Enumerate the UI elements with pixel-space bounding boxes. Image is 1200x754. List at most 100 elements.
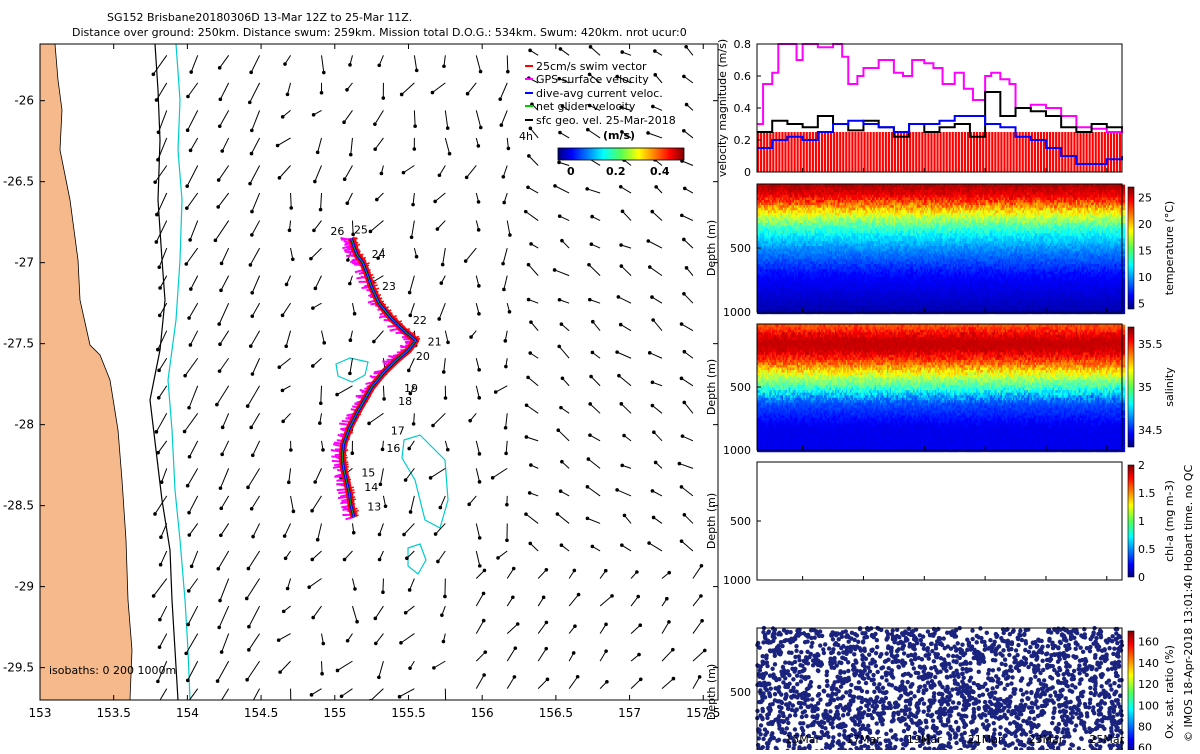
velocity-vector-head	[433, 200, 437, 204]
swim-speed-bar	[879, 132, 881, 172]
swim-speed-bar	[952, 132, 954, 172]
velocity-vector-head	[188, 455, 192, 459]
velocity-vector	[311, 248, 322, 259]
velocity-vector-head	[573, 624, 577, 628]
velocity-vector-head	[525, 403, 529, 407]
velocity-vector-head	[434, 532, 438, 536]
velocity-vector	[286, 331, 290, 347]
velocity-vector	[220, 110, 229, 126]
velocity-vector-head	[513, 675, 517, 679]
swim-speed-bar	[760, 132, 762, 172]
swim-speed-bar	[797, 132, 799, 172]
velocity-vector	[218, 661, 229, 681]
velocity-vector	[432, 83, 445, 93]
velocity-vector-head	[322, 71, 326, 75]
velocity-vector-head	[439, 281, 443, 285]
velocity-vector-head	[464, 259, 468, 263]
swim-speed-bar	[772, 132, 774, 172]
velocity-vector	[662, 622, 669, 634]
swim-speed-bar	[863, 132, 865, 172]
velocity-vector-head	[286, 587, 290, 591]
velocity-vector-head	[373, 122, 377, 126]
track-day-label: 16	[386, 442, 400, 455]
velocity-vector	[496, 386, 508, 392]
velocity-vector-head	[190, 564, 194, 568]
velocity-vector-head	[478, 480, 482, 484]
velocity-vector-head	[652, 516, 656, 520]
velocity-vector-head	[699, 594, 703, 598]
velocity-vector	[507, 677, 514, 689]
velocity-vector	[253, 441, 260, 455]
swim-speed-bar	[1049, 132, 1051, 172]
velocity-vector-head	[186, 484, 190, 488]
velocity-vector-head	[220, 149, 224, 153]
velocity-vector-head	[321, 642, 325, 646]
swim-speed-bar	[1019, 132, 1021, 172]
velocity-vector	[250, 248, 259, 265]
velocity-vector-head	[153, 512, 157, 516]
velocity-vector-head	[250, 233, 254, 237]
velocity-vector-head	[285, 283, 289, 287]
swim-speed-bar	[1025, 132, 1027, 172]
velocity-vector-head	[281, 314, 285, 318]
velocity-vector-head	[621, 210, 625, 214]
velocity-vector-head	[508, 310, 512, 314]
velocity-vector-head	[477, 200, 481, 204]
velocity-vector-head	[187, 316, 191, 320]
velocity-vector-head	[156, 348, 160, 352]
velocity-vector-head	[184, 262, 188, 266]
velocity-vector	[285, 523, 291, 536]
velocity-vector-head	[651, 489, 655, 493]
velocity-vector-head	[415, 69, 419, 73]
swim-speed-bar	[949, 132, 951, 172]
velocity-vector-head	[250, 507, 254, 511]
swim-speed-bar	[1086, 132, 1088, 172]
velocity-vector-head	[477, 312, 481, 316]
velocity-vector	[631, 625, 640, 633]
velocity-vector	[650, 353, 662, 358]
velocity-vector-head	[218, 599, 222, 603]
velocity-vector-head	[703, 649, 707, 653]
velocity-vector	[555, 186, 569, 193]
velocity-vector-head	[249, 426, 253, 430]
velocity-vector	[252, 193, 260, 212]
swim-speed-bar	[1070, 132, 1072, 172]
velocity-vector	[445, 110, 447, 128]
swim-speed-bar	[912, 132, 914, 172]
velocity-vector	[321, 193, 322, 210]
velocity-vector-head	[586, 517, 590, 521]
swim-speed-bar	[882, 132, 884, 172]
velocity-vector-head	[250, 210, 254, 214]
velocity-vector	[591, 376, 600, 385]
velocity-vector	[681, 378, 692, 385]
velocity-vector	[411, 496, 415, 512]
velocity-vector-head	[349, 338, 353, 342]
velocity-vector-head	[528, 542, 532, 546]
velocity-vector-head	[217, 322, 221, 326]
velocity-vector	[156, 221, 166, 242]
velocity-vector-head	[382, 397, 386, 401]
velocity-vector	[589, 265, 600, 276]
velocity-vector-head	[404, 611, 408, 615]
velocity-vector-head	[700, 564, 704, 568]
velocity-vector-head	[346, 639, 350, 643]
velocity-vector	[251, 331, 260, 346]
velocity-vector-head	[604, 569, 608, 573]
velocity-vector	[161, 523, 167, 537]
velocity-series-line	[757, 44, 1122, 132]
legend-swim-label: 25cm/s swim vector	[536, 60, 647, 73]
velocity-vector-head	[159, 535, 163, 539]
swim-speed-bar	[778, 132, 780, 172]
swim-speed-bar	[1104, 132, 1106, 172]
velocity-vector	[681, 487, 692, 496]
velocity-vector	[191, 55, 198, 72]
velocity-vector-head	[348, 282, 352, 286]
velocity-vector-head	[431, 424, 435, 428]
velocity-vector	[529, 265, 539, 276]
velocity-vector-head	[504, 452, 508, 456]
velocity-vector	[247, 661, 259, 680]
swim-speed-bar	[857, 132, 859, 172]
track-day-label: 19	[404, 382, 418, 395]
velocity-vector-head	[516, 622, 520, 626]
isobath-1000	[168, 44, 190, 700]
